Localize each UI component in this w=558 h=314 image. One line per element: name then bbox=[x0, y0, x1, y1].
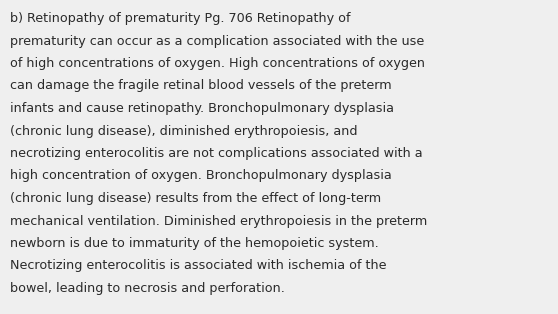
Text: mechanical ventilation. Diminished erythropoiesis in the preterm: mechanical ventilation. Diminished eryth… bbox=[10, 214, 427, 228]
Text: prematurity can occur as a complication associated with the use: prematurity can occur as a complication … bbox=[10, 35, 424, 47]
Text: infants and cause retinopathy. Bronchopulmonary dysplasia: infants and cause retinopathy. Bronchopu… bbox=[10, 102, 394, 115]
Text: can damage the fragile retinal blood vessels of the preterm: can damage the fragile retinal blood ves… bbox=[10, 79, 392, 93]
Text: (chronic lung disease) results from the effect of long-term: (chronic lung disease) results from the … bbox=[10, 192, 381, 205]
Text: b) Retinopathy of prematurity Pg. 706 Retinopathy of: b) Retinopathy of prematurity Pg. 706 Re… bbox=[10, 12, 350, 25]
Text: bowel, leading to necrosis and perforation.: bowel, leading to necrosis and perforati… bbox=[10, 282, 285, 295]
Text: necrotizing enterocolitis are not complications associated with a: necrotizing enterocolitis are not compli… bbox=[10, 147, 422, 160]
Text: (chronic lung disease), diminished erythropoiesis, and: (chronic lung disease), diminished eryth… bbox=[10, 124, 358, 138]
Text: Necrotizing enterocolitis is associated with ischemia of the: Necrotizing enterocolitis is associated … bbox=[10, 259, 387, 273]
Text: newborn is due to immaturity of the hemopoietic system.: newborn is due to immaturity of the hemo… bbox=[10, 237, 379, 250]
Text: high concentration of oxygen. Bronchopulmonary dysplasia: high concentration of oxygen. Bronchopul… bbox=[10, 170, 392, 182]
Text: of high concentrations of oxygen. High concentrations of oxygen: of high concentrations of oxygen. High c… bbox=[10, 57, 425, 70]
